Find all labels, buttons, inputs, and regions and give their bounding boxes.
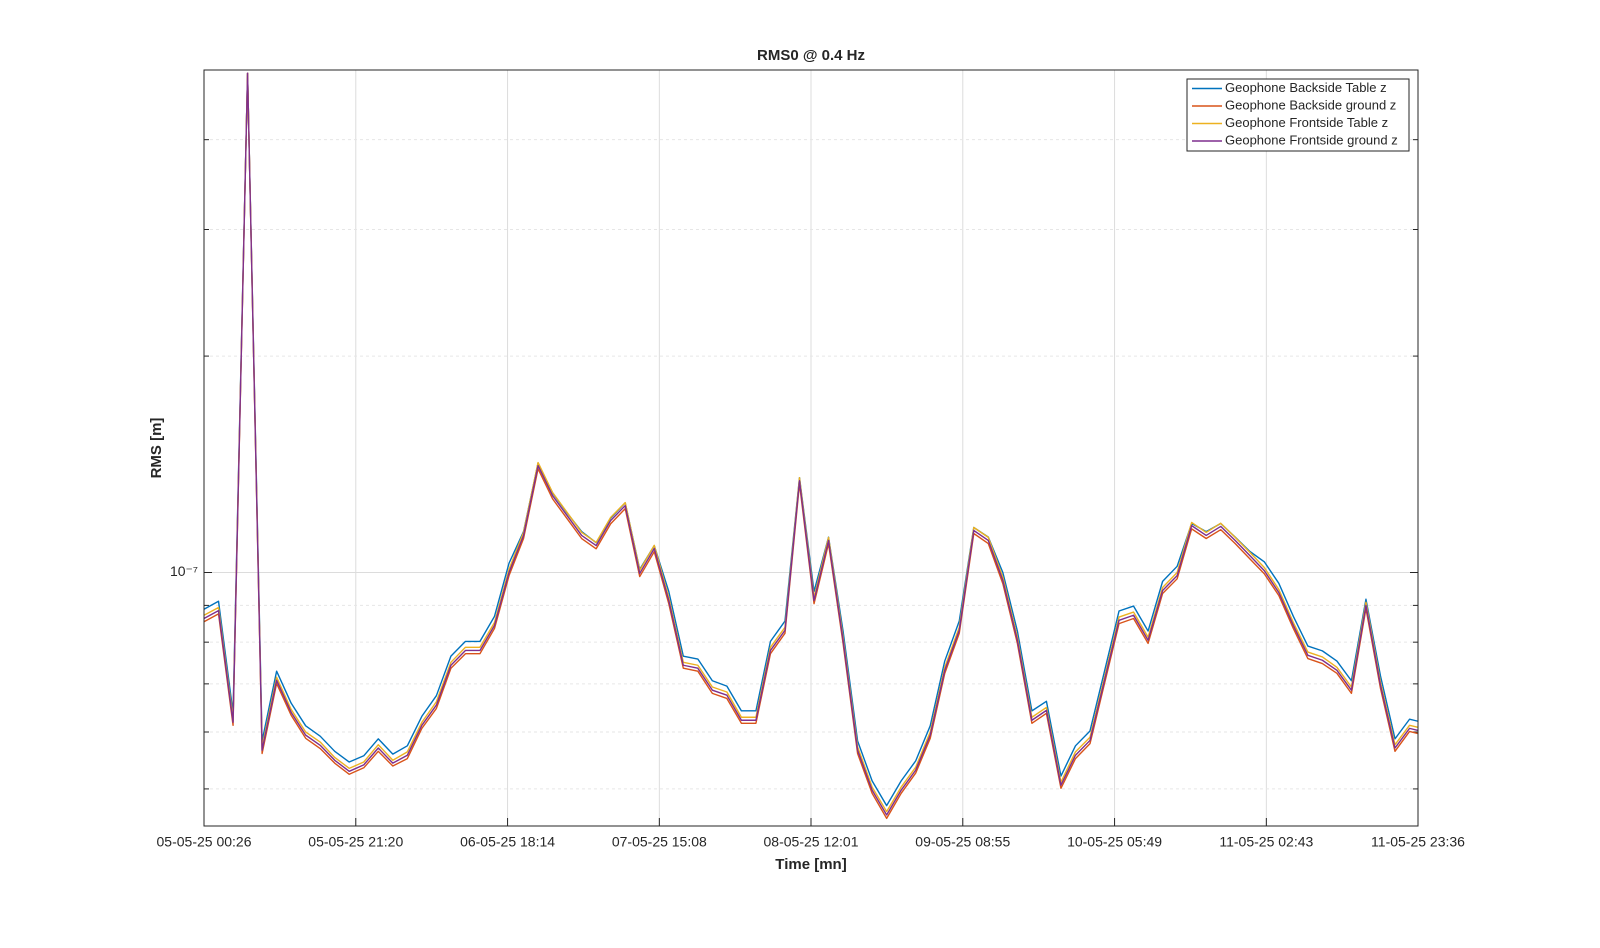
legend-label: Geophone Backside ground z [1225, 97, 1396, 112]
legend-label: Geophone Frontside Table z [1225, 115, 1388, 130]
legend: Geophone Backside Table z Geophone Backsi… [1186, 78, 1410, 152]
x-tick-label: 06-05-25 18:14 [460, 834, 555, 850]
series-line [203, 72, 1419, 820]
x-tick-label: 08-05-25 12:01 [764, 834, 859, 850]
axes-box [203, 69, 1419, 827]
y-axis-label: RMS [m] [148, 418, 165, 479]
x-tick-label: 11-05-25 02:43 [1219, 834, 1313, 850]
x-tick-label: 05-05-25 21:20 [308, 834, 403, 850]
y-tick-label: 10⁻⁷ [170, 563, 198, 579]
legend-label: Geophone Frontside ground z [1225, 132, 1398, 147]
legend-label: Geophone Backside Table z [1225, 80, 1387, 95]
x-axis-label: Time [mn] [775, 856, 846, 873]
x-tick-label: 11-05-25 23:36 [1371, 834, 1465, 850]
x-tick-label: 05-05-25 00:26 [157, 834, 252, 850]
x-tick-label: 09-05-25 08:55 [915, 834, 1010, 850]
chart-title: RMS0 @ 0.4 Hz [757, 47, 865, 64]
series-line [203, 72, 1419, 816]
x-tick-label: 10-05-25 05:49 [1067, 834, 1162, 850]
x-tick-label: 07-05-25 15:08 [612, 834, 707, 850]
lines [203, 72, 1419, 820]
legend-box [1186, 78, 1410, 152]
